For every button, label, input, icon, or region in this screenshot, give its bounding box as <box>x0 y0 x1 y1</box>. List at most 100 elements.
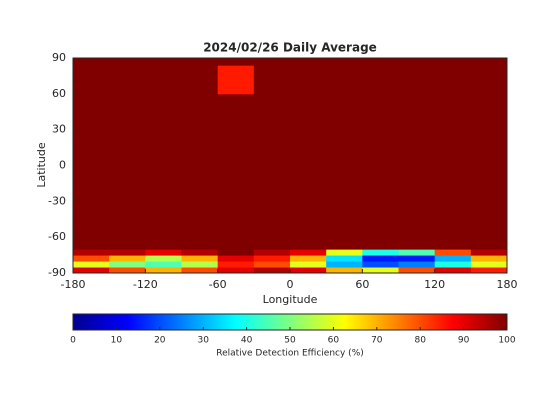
heatmap-cell <box>362 261 399 268</box>
heatmap-cell <box>326 267 363 274</box>
heatmap-cell <box>109 249 146 256</box>
heatmap-cell <box>398 65 436 95</box>
heatmap-cell <box>109 267 146 274</box>
heatmap-cell <box>398 249 436 256</box>
x-tick-label: -180 <box>61 278 86 291</box>
heatmap-cell <box>362 65 399 95</box>
heatmap-cell <box>145 261 182 268</box>
heatmap-cell <box>253 255 291 262</box>
heatmap-cell <box>290 261 327 268</box>
heatmap-cell <box>290 267 327 274</box>
colorbar-tick-label: 40 <box>241 336 253 346</box>
heatmap-cell <box>145 267 182 274</box>
heatmap-cell <box>470 267 508 274</box>
heatmap-cell <box>326 58 363 66</box>
colorbar-tick-label: 50 <box>284 336 296 346</box>
heatmap-cell <box>470 255 508 262</box>
heatmap-cell <box>145 249 182 256</box>
heatmap-cell <box>470 93 508 250</box>
heatmap-cell <box>362 267 399 274</box>
heatmap-cell <box>109 261 146 268</box>
chart-title: 2024/02/26 Daily Average <box>203 41 377 55</box>
heatmap-cell <box>290 93 327 250</box>
x-tick-label: 60 <box>355 278 369 291</box>
heatmap-cell <box>181 65 219 95</box>
heatmap-cell <box>109 65 146 95</box>
x-tick-label: 120 <box>424 278 445 291</box>
heatmap-cell <box>181 261 219 268</box>
heatmap-cell <box>181 255 219 262</box>
heatmap-cell <box>181 267 219 274</box>
heatmap-cell <box>73 255 110 262</box>
heatmap-cell <box>253 65 291 95</box>
heatmap-cell <box>326 93 363 250</box>
heatmap-cell <box>109 255 146 262</box>
heatmap-cell <box>145 58 182 66</box>
heatmap-cell <box>290 249 327 256</box>
heatmap-cell <box>362 58 399 66</box>
heatmap-cell <box>290 65 327 95</box>
y-tick-label: 30 <box>52 123 66 136</box>
heatmap-cell <box>470 249 508 256</box>
y-tick-label: -30 <box>48 194 66 207</box>
heatmap-cell <box>109 93 146 250</box>
y-tick-label: -60 <box>48 230 66 243</box>
y-tick-label: 90 <box>52 51 66 64</box>
heatmap-cell <box>217 249 255 256</box>
colorbar-tick-label: 60 <box>328 336 340 346</box>
y-axis-label: Latitude <box>35 142 48 188</box>
heatmap-cell <box>362 93 399 250</box>
heatmap-cell <box>253 267 291 274</box>
colorbar-tick-label: 80 <box>414 336 426 346</box>
heatmap-cell <box>326 261 363 268</box>
heatmap-cell <box>73 267 110 274</box>
heatmap-cell <box>434 93 472 250</box>
heatmap-cell <box>398 267 436 274</box>
heatmap-cell <box>434 261 472 268</box>
heatmap-cell <box>145 65 182 95</box>
x-tick-label: -60 <box>209 278 227 291</box>
heatmap-cell <box>290 255 327 262</box>
heatmap-cell <box>217 255 255 262</box>
colorbar-label: Relative Detection Efficiency (%) <box>216 349 364 359</box>
colorbar-tick-label: 0 <box>70 336 76 346</box>
colorbar-tick-label: 20 <box>154 336 166 346</box>
heatmap-cell <box>326 65 363 95</box>
heatmap-cell <box>217 261 255 268</box>
heatmap-cell <box>217 93 255 250</box>
heatmap-cell <box>253 261 291 268</box>
heatmap-cell <box>362 255 399 262</box>
heatmap-cell <box>470 261 508 268</box>
y-tick-label: 0 <box>59 159 66 172</box>
heatmap-cell <box>73 65 110 95</box>
heatmap-cell <box>145 93 182 250</box>
colorbar-tick-label: 70 <box>371 336 383 346</box>
heatmap-cell <box>145 255 182 262</box>
heatmap-cell <box>253 93 291 250</box>
heatmap-cell <box>434 58 472 66</box>
colorbar-tick-label: 10 <box>111 336 123 346</box>
heatmap-cell <box>217 65 255 95</box>
colorbar-tick-label: 90 <box>458 336 470 346</box>
colorbar-tick-label: 30 <box>197 336 209 346</box>
heatmap-cell <box>181 249 219 256</box>
x-tick-label: 0 <box>287 278 294 291</box>
heatmap-cell <box>73 58 110 66</box>
y-tick-label: 60 <box>52 87 66 100</box>
heatmap-cell <box>470 65 508 95</box>
heatmap-cell <box>434 65 472 95</box>
heatmap-cell <box>109 58 146 66</box>
heatmap-cell <box>398 58 436 66</box>
x-tick-label: -120 <box>133 278 158 291</box>
y-tick-label: -90 <box>48 266 66 279</box>
heatmap-cell <box>73 93 110 250</box>
heatmap-cell <box>398 261 436 268</box>
heatmap-cell <box>217 58 255 66</box>
heatmap-cell <box>398 255 436 262</box>
heatmap-cell <box>73 249 110 256</box>
heatmap-cell <box>362 249 399 256</box>
colorbar-tick-label: 100 <box>498 336 515 346</box>
heatmap-cell <box>253 249 291 256</box>
heatmap-cell <box>253 58 291 66</box>
